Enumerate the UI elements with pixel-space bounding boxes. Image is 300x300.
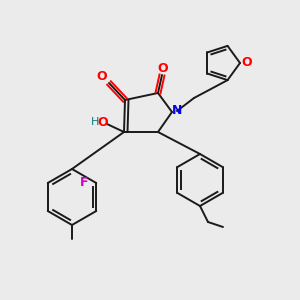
Text: O: O (242, 56, 252, 70)
Text: O: O (158, 61, 168, 74)
Text: F: F (80, 176, 88, 190)
Text: N: N (172, 104, 182, 118)
Text: H: H (91, 117, 99, 127)
Text: O: O (98, 116, 108, 128)
Text: O: O (97, 70, 107, 83)
